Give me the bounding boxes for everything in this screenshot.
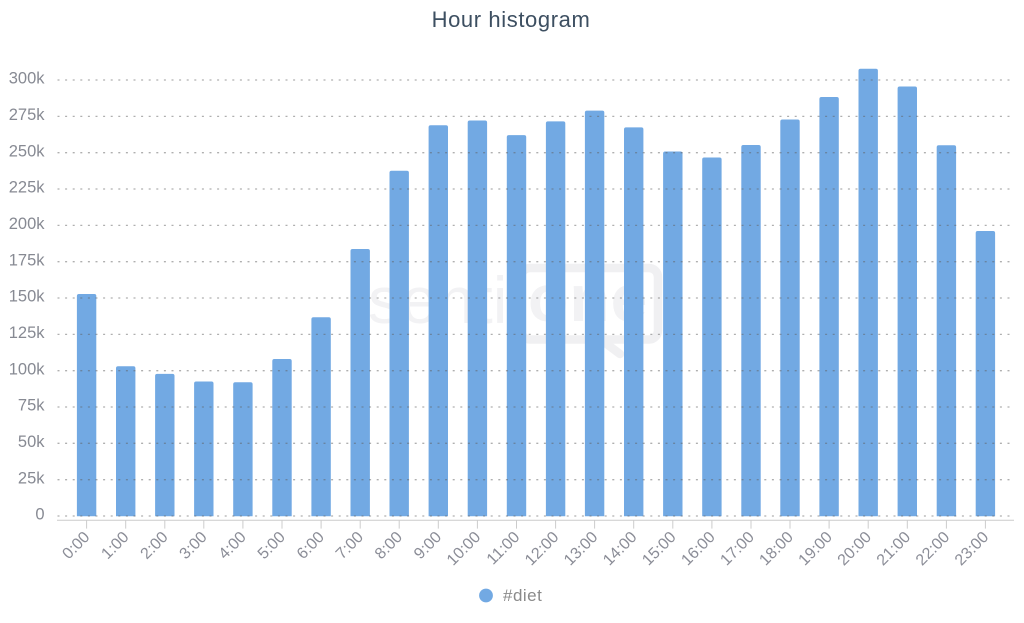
svg-text:225k: 225k — [9, 179, 46, 197]
svg-text:150k: 150k — [9, 288, 46, 306]
svg-text:#diet: #diet — [503, 586, 542, 605]
svg-text:250k: 250k — [9, 142, 46, 160]
svg-text:175k: 175k — [9, 251, 46, 269]
svg-text:50k: 50k — [18, 433, 45, 451]
svg-text:Hour histogram: Hour histogram — [432, 7, 591, 32]
svg-text:75k: 75k — [18, 397, 45, 415]
svg-text:300k: 300k — [9, 70, 46, 88]
svg-text:100k: 100k — [9, 360, 46, 378]
svg-text:125k: 125k — [9, 324, 46, 342]
svg-text:0: 0 — [35, 506, 44, 524]
svg-text:275k: 275k — [9, 106, 46, 124]
svg-text:25k: 25k — [18, 469, 45, 487]
svg-text:200k: 200k — [9, 215, 46, 233]
